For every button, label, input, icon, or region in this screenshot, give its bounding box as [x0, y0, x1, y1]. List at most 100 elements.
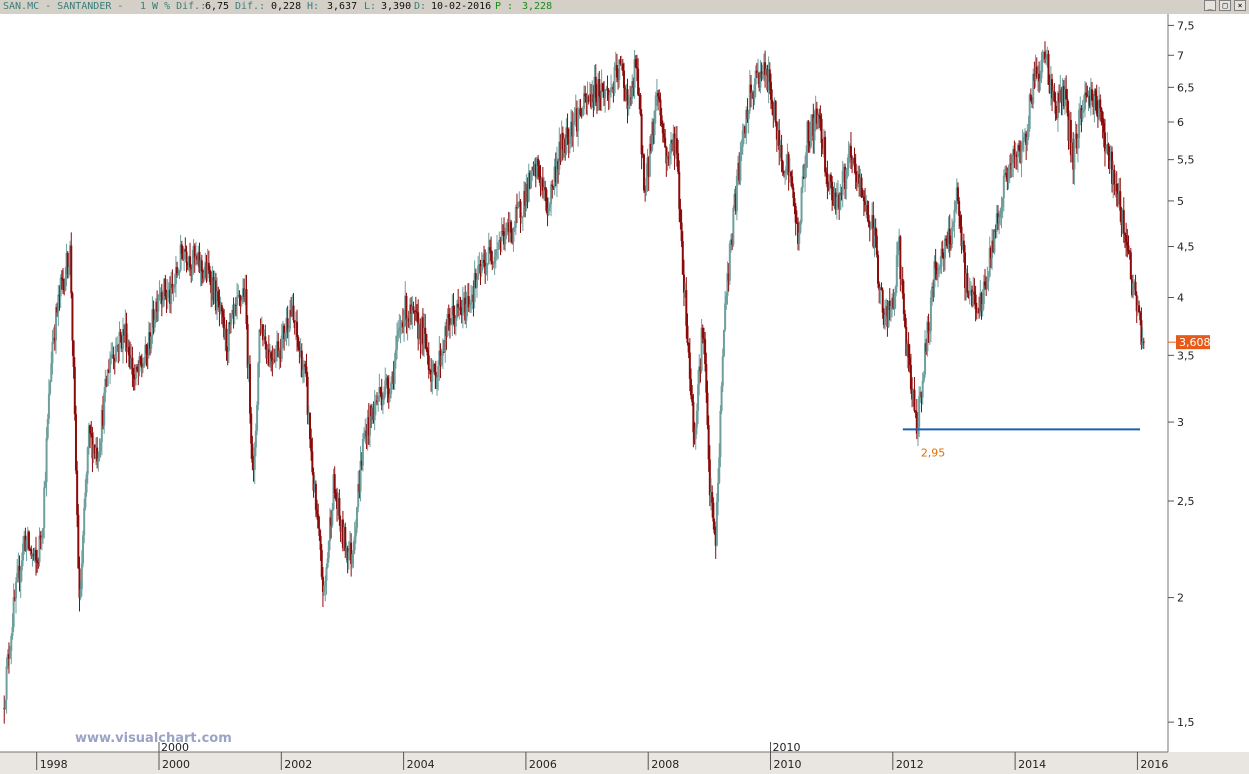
candle-body: [29, 548, 32, 550]
candle-body: [247, 364, 250, 368]
candle-body: [792, 187, 795, 199]
candle-body: [214, 280, 217, 311]
price-value: 3,228: [522, 1, 553, 12]
candle-body: [310, 439, 313, 452]
candle-body: [500, 231, 503, 242]
candle-body: [855, 174, 858, 183]
candle-body: [732, 207, 735, 245]
close-button[interactable]: ×: [1234, 0, 1246, 11]
candle-body: [303, 364, 306, 370]
candle-body: [787, 154, 790, 176]
candle-body: [918, 396, 921, 428]
candle-body: [437, 366, 440, 378]
candle-body: [573, 120, 576, 122]
candle-body: [1033, 73, 1036, 81]
candle-body: [847, 153, 850, 169]
candle-body: [505, 222, 508, 236]
candle-body: [1111, 151, 1114, 184]
candle-body: [448, 318, 451, 326]
x-tick-label: 2014: [1018, 758, 1046, 771]
candle-body: [712, 502, 715, 522]
candle-body: [385, 377, 388, 381]
candle-body: [809, 121, 812, 147]
candle-body: [885, 305, 888, 315]
candle-body: [665, 147, 668, 164]
candle-body: [36, 560, 39, 563]
candle-body: [672, 133, 675, 144]
candle-body: [111, 354, 114, 356]
support-label: 2,95: [921, 446, 946, 459]
candle-body: [631, 81, 634, 99]
candle-body: [818, 115, 821, 117]
candle-body: [1074, 133, 1077, 140]
candle-body: [144, 344, 147, 363]
candle-body: [627, 104, 630, 109]
candle-body: [1004, 173, 1007, 176]
candle-body: [982, 281, 985, 304]
candle-body: [286, 318, 289, 333]
maximize-button[interactable]: □: [1219, 0, 1231, 11]
candle-body: [410, 304, 413, 314]
candle-body: [102, 410, 105, 426]
candle-body: [610, 87, 613, 93]
candle-body: [287, 328, 290, 333]
candle-body: [939, 266, 942, 269]
candle-body: [1102, 123, 1105, 133]
candle-body: [545, 189, 548, 211]
date-label: D:: [414, 1, 427, 12]
candle-body: [451, 306, 454, 324]
candle-body: [364, 430, 367, 433]
candle-body: [612, 86, 615, 94]
candle-body: [811, 114, 814, 122]
candle-body: [1023, 133, 1026, 137]
candle-body: [117, 345, 120, 352]
candle-body: [521, 216, 524, 218]
candle-body: [741, 130, 744, 147]
candle-body: [832, 200, 835, 205]
candle-body: [187, 256, 190, 266]
y-tick-label: 3: [1177, 416, 1184, 429]
candle-body: [667, 156, 670, 159]
candle-body: [922, 374, 925, 382]
candle-body: [477, 265, 480, 280]
minimize-button[interactable]: _: [1204, 0, 1216, 11]
candle-body: [426, 349, 429, 356]
candle-body: [554, 166, 557, 183]
candle-body: [1018, 145, 1021, 151]
candle-body: [991, 240, 994, 259]
candle-body: [960, 226, 963, 247]
candle-body: [785, 166, 788, 173]
candle-body: [298, 346, 301, 352]
candle-body: [766, 68, 769, 91]
candle-body: [114, 345, 117, 362]
candle-body: [183, 249, 186, 260]
candle-body: [1126, 241, 1129, 246]
candle-body: [38, 535, 41, 563]
candle-body: [692, 401, 695, 433]
candle-body: [404, 295, 407, 316]
candle-body: [124, 323, 127, 336]
candle-body: [1087, 95, 1090, 98]
candle-body: [291, 305, 294, 316]
candle-body: [633, 59, 636, 88]
candle-body: [98, 451, 101, 459]
candle-body: [7, 654, 10, 659]
candle-body: [373, 402, 376, 421]
candle-body: [1063, 89, 1066, 107]
candle-body: [578, 108, 581, 110]
candle-body: [765, 68, 768, 75]
candle-body: [898, 236, 901, 243]
candle-body: [817, 115, 820, 124]
date-value: 10-02-2016: [431, 1, 492, 12]
candle-body: [259, 329, 262, 332]
candle-body: [89, 425, 92, 434]
candle-body: [626, 89, 629, 109]
candle-body: [686, 325, 689, 343]
candle-body: [1081, 110, 1084, 119]
candle-body: [433, 363, 436, 372]
candle-body: [655, 93, 658, 96]
candle-body: [938, 268, 941, 271]
candle-body: [988, 247, 991, 277]
candle-body: [1083, 92, 1086, 110]
candle-body: [301, 369, 304, 378]
